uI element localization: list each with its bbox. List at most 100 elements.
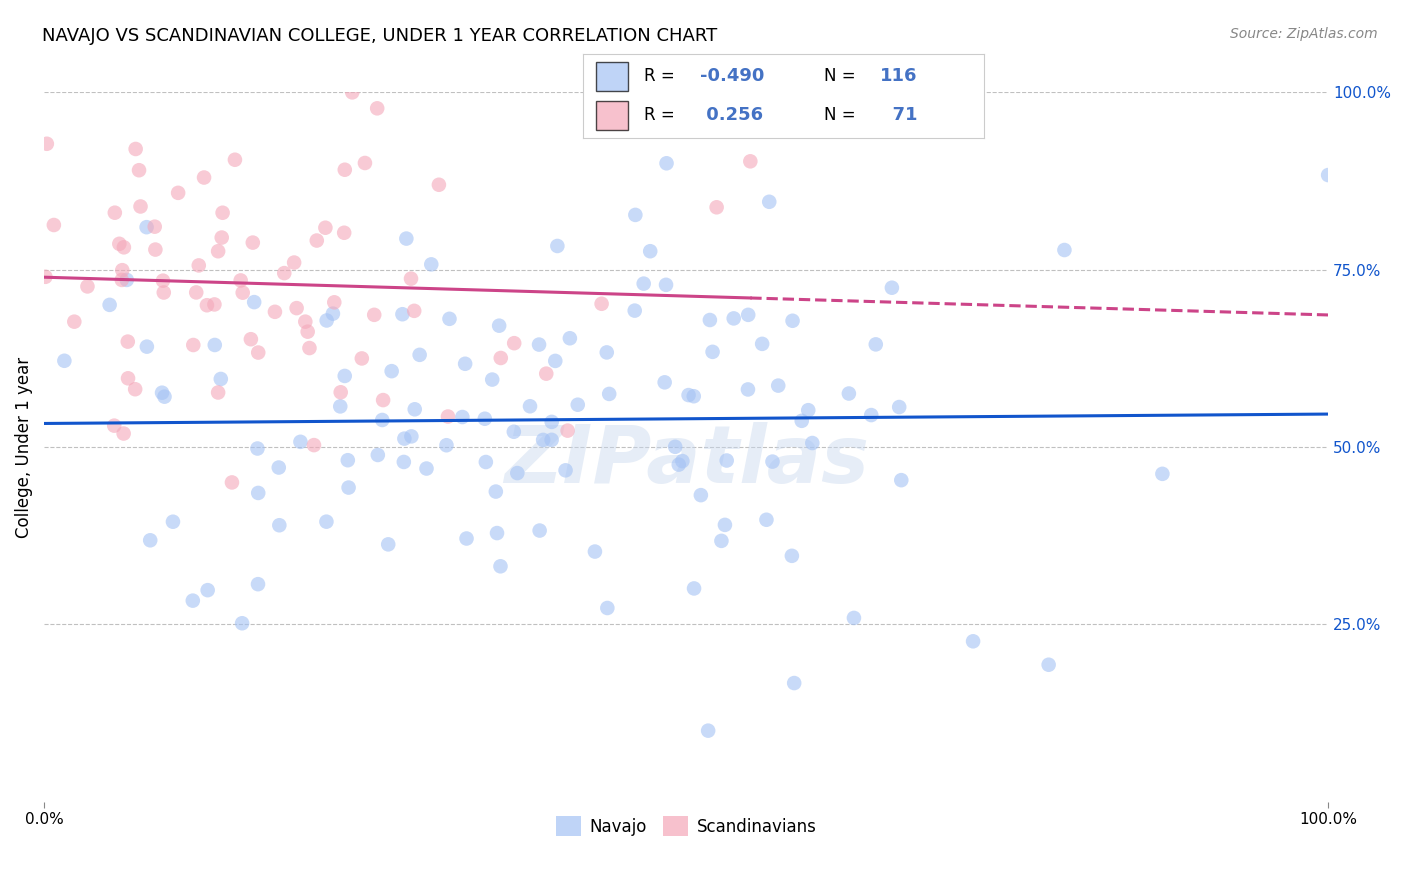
Point (243, 295, 266, 310)
Point (333, 226, 356, 240)
Point (381, 364, 404, 378)
Point (1152, 467, 1174, 481)
Point (655, 277, 678, 292)
Point (474, 411, 496, 425)
Point (783, 676, 806, 690)
Point (506, 466, 529, 480)
Point (269, 518, 291, 533)
Point (540, 415, 562, 429)
Point (596, 345, 619, 359)
Point (342, 86, 364, 100)
Point (108, 236, 131, 251)
Point (408, 348, 430, 362)
Text: 116: 116 (880, 68, 918, 86)
Point (193, 170, 215, 185)
Point (221, 475, 243, 490)
Point (76, 279, 98, 293)
Point (404, 303, 426, 318)
Point (35, 136, 58, 151)
Point (664, 440, 686, 454)
Point (654, 376, 676, 390)
Point (394, 432, 416, 446)
Point (502, 425, 524, 439)
Point (591, 297, 613, 311)
Point (283, 255, 305, 269)
Point (181, 338, 204, 352)
Point (527, 337, 550, 351)
Point (486, 526, 509, 541)
Point (546, 239, 568, 253)
Point (152, 285, 174, 300)
Point (197, 583, 219, 598)
Point (153, 390, 176, 404)
Point (623, 303, 645, 318)
Point (489, 351, 512, 365)
Point (314, 220, 336, 235)
Point (758, 194, 780, 209)
Point (371, 413, 394, 427)
Point (782, 314, 804, 328)
Point (104, 205, 127, 219)
Point (544, 354, 567, 368)
Text: NAVAJO VS SCANDINAVIAN COLLEGE, UNDER 1 YEAR CORRELATION CHART: NAVAJO VS SCANDINAVIAN COLLEGE, UNDER 1 … (42, 27, 717, 45)
Point (337, 481, 360, 495)
Point (315, 313, 337, 327)
Point (699, 313, 721, 327)
Point (451, 410, 474, 425)
Point (53, 353, 76, 368)
Point (186, 285, 208, 300)
Text: 0.256: 0.256 (700, 106, 763, 124)
Point (273, 266, 295, 280)
Point (187, 259, 209, 273)
Text: 71: 71 (880, 106, 918, 124)
Point (404, 402, 426, 417)
Point (1053, 243, 1076, 257)
Text: R =: R = (644, 106, 679, 124)
Point (392, 455, 415, 469)
Point (143, 219, 166, 234)
Legend: Navajo, Scandinavians: Navajo, Scandinavians (550, 809, 823, 843)
Point (204, 297, 226, 311)
Point (838, 386, 860, 401)
Point (112, 240, 135, 254)
Point (475, 455, 498, 469)
Point (889, 400, 911, 414)
Point (801, 436, 824, 450)
Point (655, 156, 678, 170)
Point (336, 453, 359, 467)
Point (751, 336, 773, 351)
Point (354, 156, 377, 170)
Point (207, 385, 229, 400)
Point (540, 433, 562, 447)
Point (436, 438, 458, 452)
Point (329, 385, 352, 400)
Point (267, 460, 290, 475)
Point (329, 400, 352, 414)
Point (702, 344, 724, 359)
Point (761, 454, 783, 468)
Point (567, 398, 589, 412)
Point (322, 307, 344, 321)
Point (377, 537, 399, 551)
Point (519, 399, 541, 413)
Point (115, 273, 138, 287)
Point (124, 382, 146, 396)
Point (489, 559, 512, 574)
Point (103, 418, 125, 433)
Point (42, 218, 65, 232)
Point (554, 463, 576, 477)
Point (598, 387, 620, 401)
Point (305, 234, 328, 248)
Point (152, 274, 174, 288)
Point (1038, 657, 1060, 672)
Point (371, 393, 394, 408)
Point (231, 616, 253, 631)
Point (391, 307, 413, 321)
Point (697, 723, 720, 738)
Point (112, 426, 135, 441)
Point (865, 337, 887, 351)
Point (633, 277, 655, 291)
Point (242, 235, 264, 250)
Point (797, 403, 820, 417)
Point (488, 318, 510, 333)
